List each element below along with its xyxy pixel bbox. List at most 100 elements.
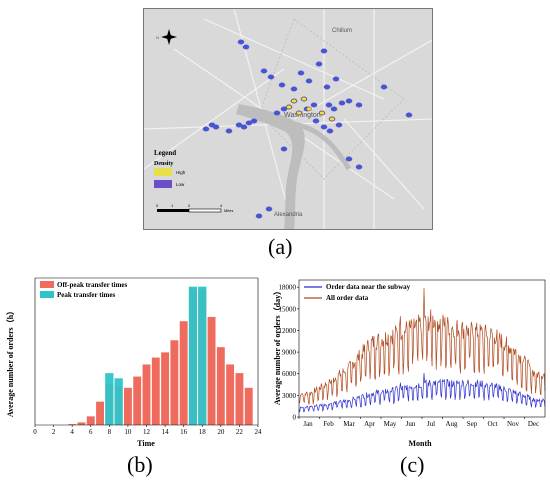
panel-label-c: (c) [400, 452, 425, 477]
density-point [345, 98, 353, 104]
panel-label-a: (a) [268, 234, 293, 259]
c-y-tick-label: 6000 [282, 370, 297, 378]
c-x-axis-title: Month [408, 439, 432, 448]
north-label: N [156, 35, 159, 40]
b-bar [96, 401, 104, 425]
c-x-tick-label: Dec [528, 420, 539, 428]
c-x-tick-label: Jul [427, 420, 435, 428]
b-legend-swatch-peak [40, 291, 54, 298]
c-legend: Order data near the subway All order dat… [304, 283, 411, 302]
c-y-tick-label: 0 [293, 414, 297, 422]
c-y-tick-label: 15000 [279, 305, 297, 313]
b-bar [198, 286, 207, 425]
scale-tick-2: 2 [188, 203, 191, 208]
density-point [326, 128, 334, 134]
density-point [310, 102, 318, 108]
b-bar [123, 387, 132, 425]
density-point [255, 213, 263, 219]
b-bar [86, 416, 95, 425]
map-canvas: Chillum Washington Alexandria N Legend D… [144, 9, 432, 229]
place-label-chillum: Chillum [332, 28, 352, 34]
density-point [212, 124, 220, 130]
b-bar [142, 364, 151, 425]
c-y-tick-label: 18000 [279, 284, 297, 292]
density-point [305, 78, 313, 84]
b-bar [235, 373, 244, 425]
b-bars [68, 286, 253, 425]
river [236, 104, 305, 229]
scale-tick-1: 1 [171, 203, 174, 208]
b-x-tick-label: 2 [52, 428, 56, 436]
b-bar [68, 424, 77, 425]
density-point [267, 74, 275, 80]
b-bar [226, 364, 235, 425]
b-legend-offpeak: Off-peak transfer times [57, 281, 128, 289]
density-point [202, 126, 210, 132]
b-bar [77, 422, 86, 425]
c-y-tick-label: 9000 [282, 349, 297, 357]
c-x-tick-label: Jun [406, 420, 416, 428]
b-legend-peak: Peak transfer times [57, 291, 115, 299]
c-lines [298, 287, 546, 413]
b-x-tick-label: 16 [180, 428, 188, 436]
b-x-tick-label: 6 [89, 428, 93, 436]
density-points [202, 39, 413, 219]
density-point [280, 106, 288, 112]
c-y-tick-label: 3000 [282, 392, 297, 400]
place-label-washington: Washington [284, 112, 321, 119]
density-point [250, 118, 258, 124]
b-x-axis-title: Time [137, 439, 155, 448]
b-bar [170, 340, 179, 425]
c-series-line [298, 287, 546, 405]
c-series-line [298, 372, 546, 413]
c-x-tick-label: May [384, 420, 397, 428]
density-hotspot [291, 98, 297, 104]
b-x-tick-label: 14 [162, 428, 170, 436]
b-x-tick-label: 22 [236, 428, 244, 436]
map-legend: Legend Density High Low [154, 149, 186, 188]
density-point [355, 102, 363, 108]
b-x-tick-label: 20 [217, 428, 225, 436]
density-point [237, 39, 245, 45]
c-y-tick-label: 12000 [279, 327, 297, 335]
density-point [278, 82, 286, 88]
density-hotspot [296, 110, 302, 116]
legend-title: Legend [154, 149, 176, 157]
density-point [315, 61, 323, 67]
b-bar [133, 376, 142, 425]
c-x-tick-label: Feb [323, 420, 334, 428]
district-boundary [258, 18, 405, 180]
b-bar [179, 321, 188, 425]
b-bar [207, 316, 216, 425]
b-bar [188, 286, 198, 425]
scale-tick-3: 4 [220, 203, 223, 208]
c-x-tick-label: Apr [364, 420, 376, 428]
b-x-tick-label: 0 [33, 428, 37, 436]
density-point [297, 70, 305, 76]
density-point [338, 100, 346, 106]
density-point [240, 124, 248, 130]
density-point [335, 122, 343, 128]
density-point [325, 102, 333, 108]
b-bar [161, 352, 170, 425]
density-point [320, 124, 328, 130]
river-branch [293, 121, 352, 171]
c-x-tick-label: Nov [507, 420, 520, 428]
c-x-tick-label: Sep [467, 420, 478, 428]
panel-label-b: (b) [127, 452, 153, 477]
c-legend-all: All order data [326, 294, 369, 302]
b-x-tick-label: 4 [70, 428, 74, 436]
density-point [405, 112, 413, 118]
density-point [225, 128, 233, 134]
c-x-tick-label: Mar [343, 420, 355, 428]
b-bar [105, 373, 114, 425]
hourly-bar-chart: Average number of orders（h） Time 0 2 4 6 8 10… [5, 277, 262, 448]
legend-low-swatch [154, 180, 172, 188]
density-point [332, 76, 340, 82]
density-point [290, 86, 298, 92]
b-bar [244, 387, 253, 425]
b-bar [151, 357, 160, 425]
legend-low-label: Low [176, 182, 185, 187]
b-x-tick-label: 10 [124, 428, 132, 436]
b-x-tick-label: 18 [199, 428, 207, 436]
